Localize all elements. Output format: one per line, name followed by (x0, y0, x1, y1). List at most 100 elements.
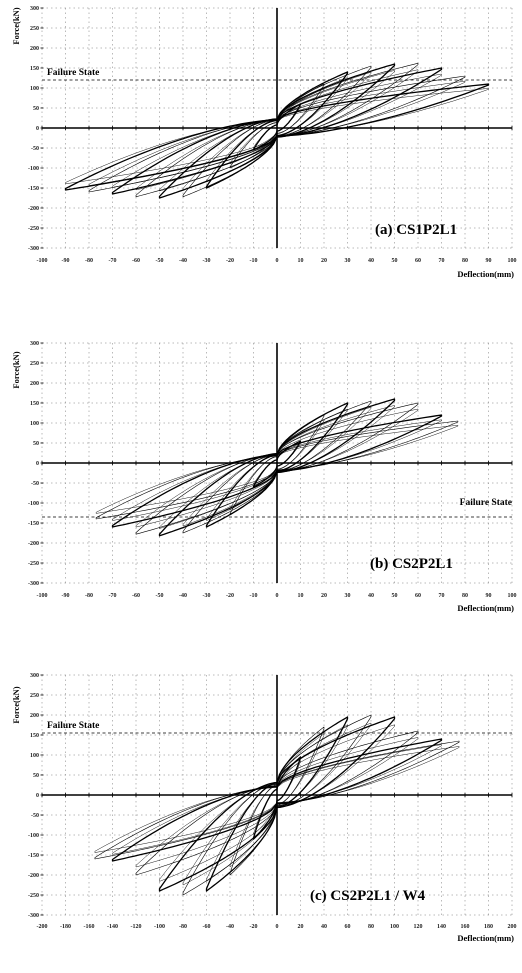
y-tick-label: 200 (30, 713, 39, 719)
x-tick-label: 80 (462, 258, 468, 264)
x-tick-label: 160 (461, 924, 470, 930)
hysteresis-loop-6-repeat (135, 408, 419, 528)
panel-title: (b) CS2P2L1 (370, 556, 453, 572)
x-tick-label: 0 (276, 593, 279, 599)
x-tick-label: -80 (85, 258, 93, 264)
hysteresis-loop-5-repeat (159, 724, 395, 882)
hysteresis-loop-8-repeat (94, 746, 460, 853)
x-axis-label: Deflection(mm) (457, 269, 514, 279)
x-tick-label: -60 (132, 258, 140, 264)
x-tick-label: -100 (154, 924, 165, 930)
x-tick-label: -70 (109, 258, 117, 264)
x-tick-label: -40 (226, 924, 234, 930)
hysteresis-loop-4-repeat (182, 406, 372, 527)
x-tick-label: -20 (250, 924, 258, 930)
x-tick-label: -160 (84, 924, 95, 930)
hysteresis-loop-5 (158, 398, 396, 537)
x-tick-label: -80 (85, 593, 93, 599)
x-tick-label: 20 (321, 593, 327, 599)
x-tick-label: 30 (345, 258, 351, 264)
hysteresis-loop-8 (95, 420, 459, 520)
x-tick-label: 120 (414, 924, 423, 930)
x-tick-label: -10 (250, 258, 258, 264)
chart-panel-c: -300-250-200-150-100-5005010015020025030… (11, 673, 517, 943)
y-tick-label: 300 (30, 673, 39, 679)
x-tick-label: 200 (508, 924, 517, 930)
hysteresis-loop-6 (135, 730, 419, 876)
y-tick-label: 200 (30, 381, 39, 387)
chart-panel-b: -300-250-200-150-100-5005010015020025030… (11, 341, 517, 613)
x-tick-label: -20 (226, 593, 234, 599)
x-tick-label: -40 (179, 593, 187, 599)
hysteresis-loop-8-repeat (95, 424, 459, 514)
y-axis-label: Force(kN) (11, 351, 21, 388)
hysteresis-loop-1-repeat (253, 760, 301, 835)
y-tick-label: -300 (28, 913, 39, 919)
x-tick-label: 50 (392, 258, 398, 264)
y-tick-label: -150 (28, 186, 39, 192)
y-tick-label: 100 (30, 753, 39, 759)
hysteresis-loop-7-repeat (112, 419, 442, 521)
y-tick-label: 50 (33, 773, 39, 779)
x-tick-label: 20 (298, 924, 304, 930)
chart-panel-a: -300-250-200-150-100-5005010015020025030… (11, 6, 517, 279)
y-tick-label: 100 (30, 421, 39, 427)
y-tick-label: -150 (28, 521, 39, 527)
failure-state-label: Failure State (47, 721, 99, 731)
y-tick-label: -50 (31, 146, 39, 152)
hysteresis-loop-5 (158, 716, 396, 892)
x-tick-label: 180 (484, 924, 493, 930)
hysteresis-loop-7 (111, 67, 443, 195)
hysteresis-loop-2-repeat (229, 88, 325, 165)
y-tick-label: 50 (33, 106, 39, 112)
x-tick-label: 20 (321, 258, 327, 264)
hysteresis-loop-6-repeat (135, 737, 419, 868)
y-tick-label: 150 (30, 733, 39, 739)
hysteresis-loop-8 (94, 740, 460, 860)
y-tick-label: -100 (28, 833, 39, 839)
x-tick-label: 60 (415, 593, 421, 599)
failure-state-label: Failure State (460, 498, 512, 508)
hysteresis-loop-9-repeat (65, 88, 489, 185)
x-tick-label: 10 (298, 258, 304, 264)
x-tick-label: -100 (37, 258, 48, 264)
x-tick-label: -50 (156, 258, 164, 264)
x-tick-label: 50 (392, 593, 398, 599)
x-tick-label: -30 (203, 258, 211, 264)
y-tick-label: -150 (28, 853, 39, 859)
y-axis-label: Force(kN) (11, 7, 21, 44)
hysteresis-loop-7 (111, 414, 443, 528)
x-tick-label: 60 (345, 924, 351, 930)
x-tick-label: -90 (62, 258, 70, 264)
x-tick-label: -30 (203, 593, 211, 599)
hysteresis-loop-6 (135, 402, 419, 535)
x-tick-label: 90 (486, 593, 492, 599)
hysteresis-loop-4 (182, 714, 372, 896)
x-tick-label: 60 (415, 258, 421, 264)
x-tick-label: 100 (508, 593, 517, 599)
panel-title: (c) CS2P2L1 / W4 (310, 888, 426, 904)
y-tick-label: -100 (28, 166, 39, 172)
y-tick-label: 150 (30, 66, 39, 72)
y-tick-label: 0 (36, 126, 39, 132)
y-tick-label: -200 (28, 873, 39, 879)
panel-title: (a) CS1P2L1 (375, 222, 457, 238)
hysteresis-loop-7 (111, 738, 443, 862)
x-tick-label: 10 (298, 593, 304, 599)
x-tick-label: 100 (508, 258, 517, 264)
x-tick-label: -100 (37, 593, 48, 599)
x-tick-label: -50 (156, 593, 164, 599)
y-tick-label: -50 (31, 481, 39, 487)
x-tick-label: -120 (131, 924, 142, 930)
hysteresis-loop-6 (135, 62, 419, 198)
x-tick-label: -60 (203, 924, 211, 930)
y-tick-label: -250 (28, 893, 39, 899)
x-tick-label: 70 (439, 593, 445, 599)
x-axis-label: Deflection(mm) (457, 603, 514, 613)
y-tick-label: -200 (28, 206, 39, 212)
hysteresis-loop-7-repeat (112, 73, 442, 188)
hysteresis-loop-8 (88, 75, 466, 193)
x-tick-label: 30 (345, 593, 351, 599)
x-tick-label: -70 (109, 593, 117, 599)
